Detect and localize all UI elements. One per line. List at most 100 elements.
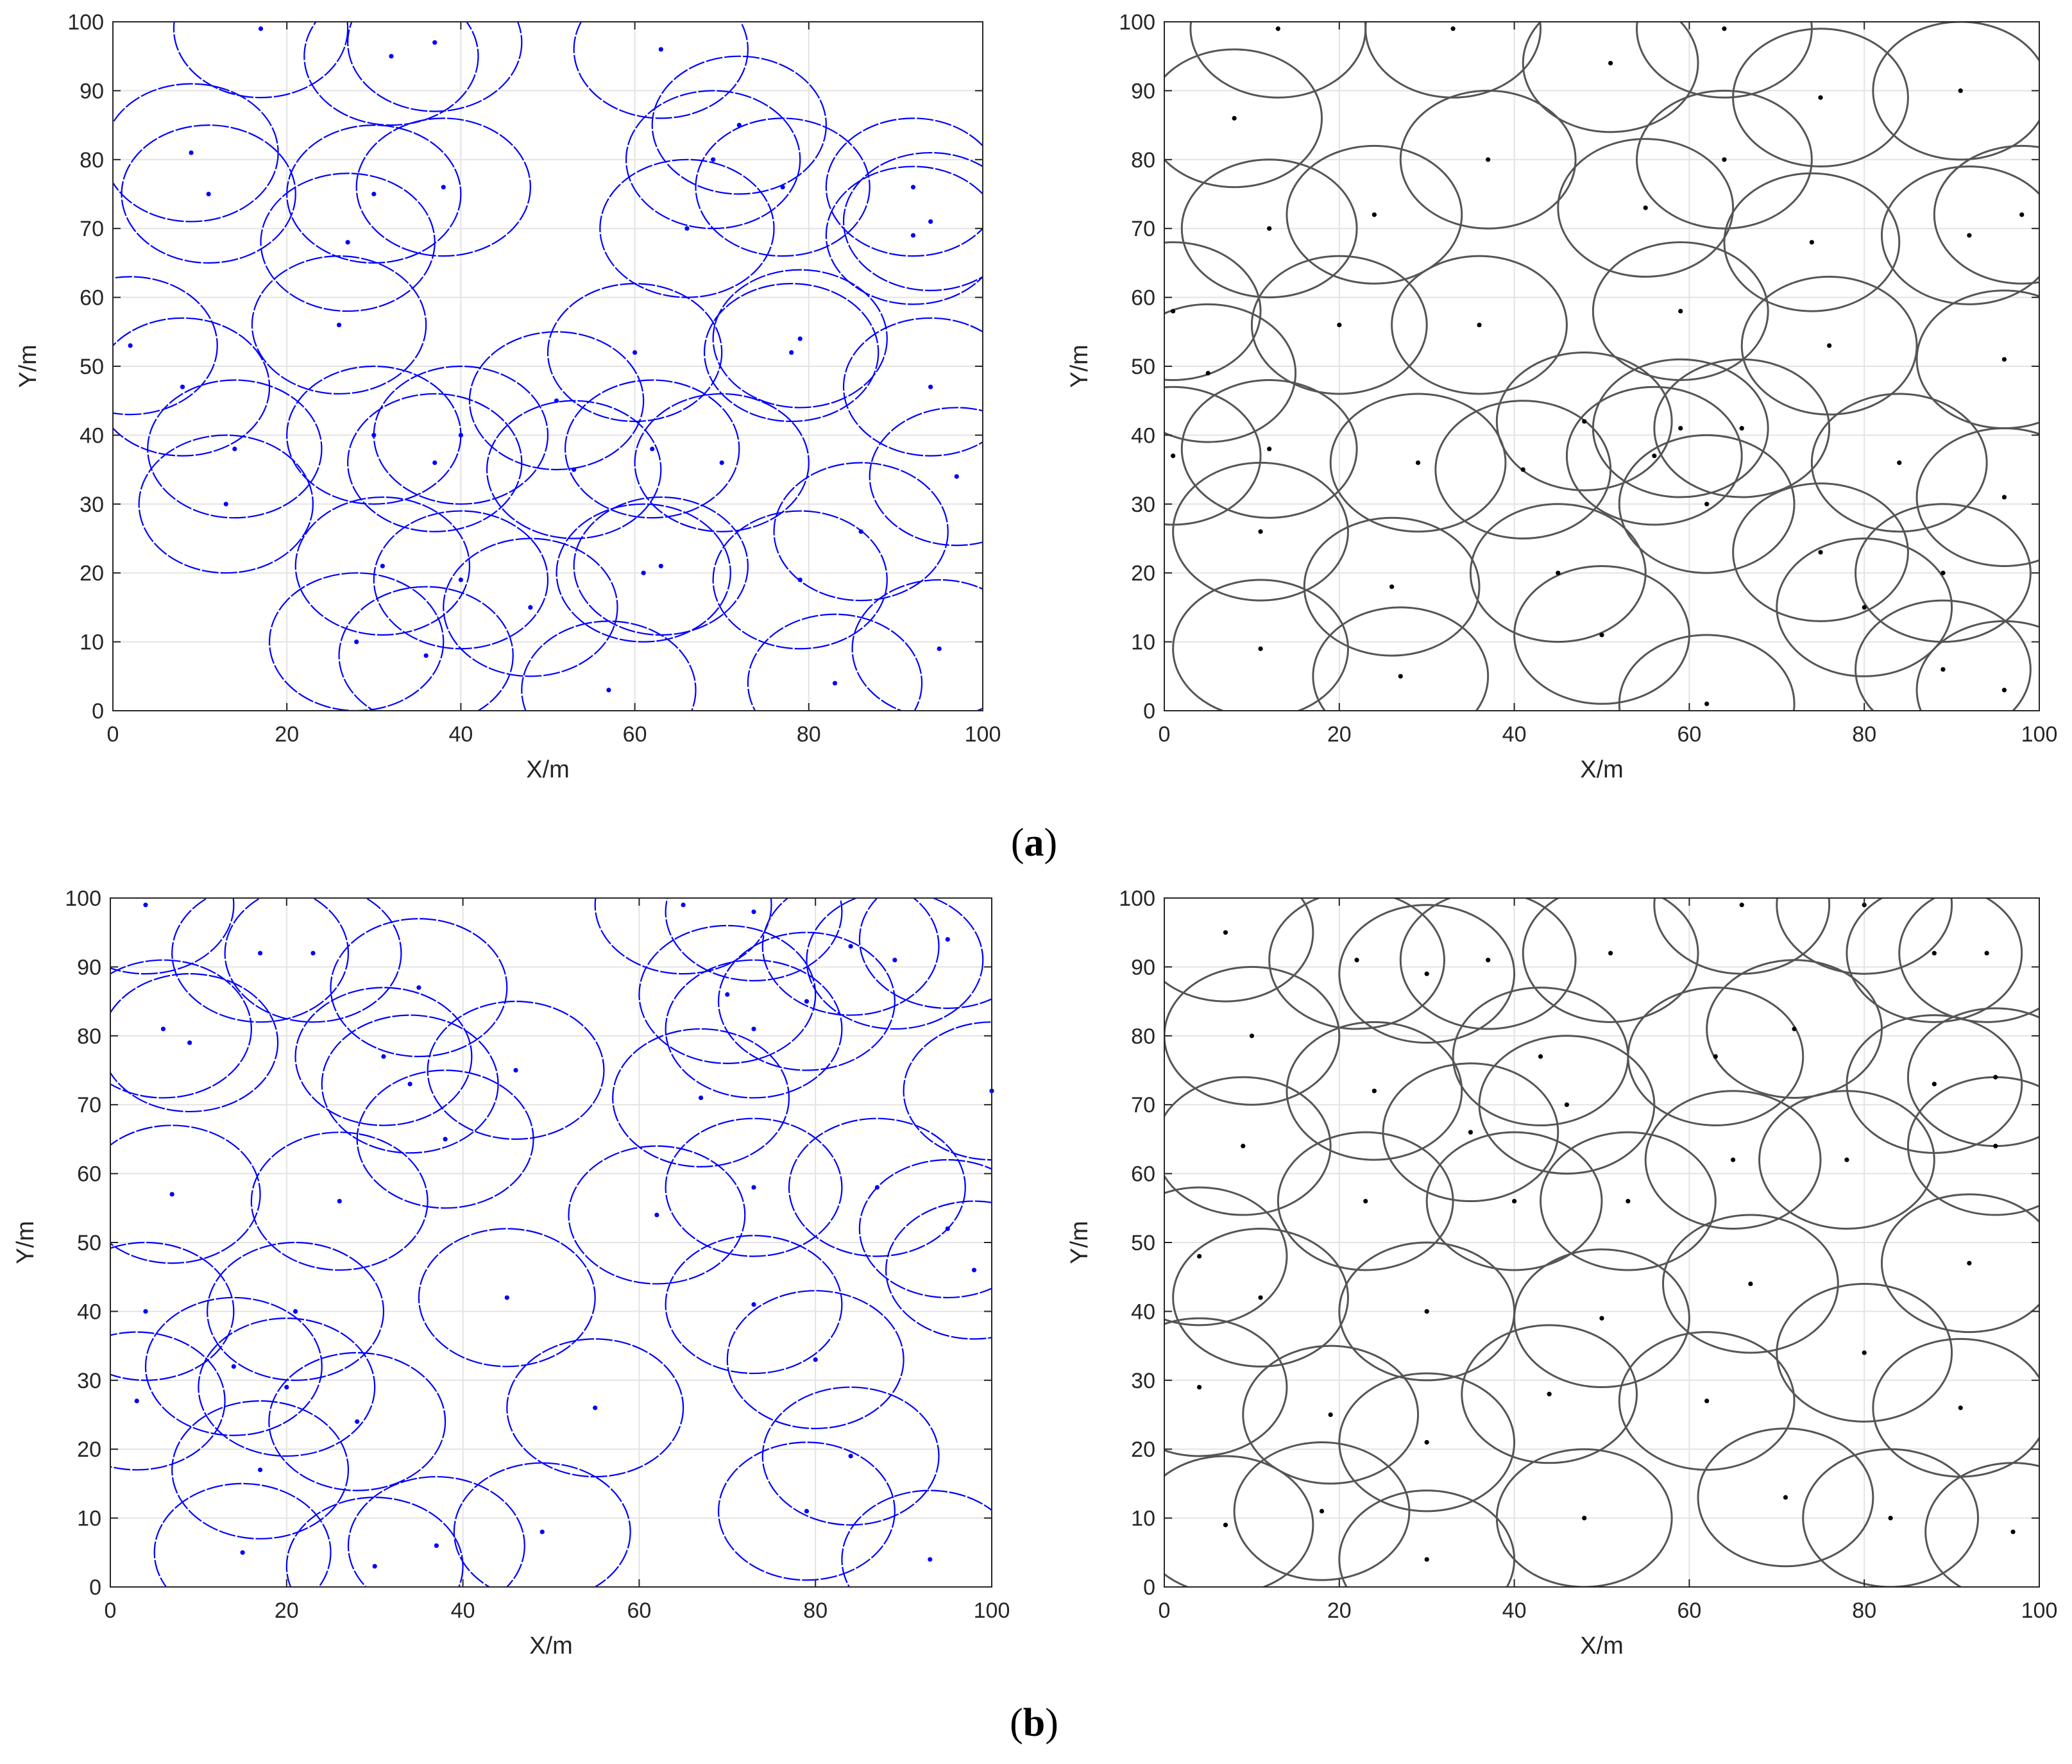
y-axis-label: Y/m bbox=[12, 1221, 39, 1264]
coverage-circle bbox=[869, 407, 983, 547]
coverage-circle bbox=[1592, 358, 1769, 498]
coverage-circle bbox=[418, 1228, 596, 1368]
coverage-circle bbox=[1399, 898, 1577, 1030]
y-tick-label: 80 bbox=[1131, 148, 1155, 173]
coverage-circle bbox=[506, 1338, 684, 1478]
y-tick-label: 100 bbox=[65, 886, 101, 911]
coverage-circle bbox=[355, 117, 531, 257]
coverage-circle bbox=[1164, 303, 1297, 443]
coverage-circle bbox=[1172, 461, 1349, 602]
sensor-node-point bbox=[1862, 605, 1867, 610]
x-axis-label: X/m bbox=[526, 756, 570, 783]
coverage-circle bbox=[1382, 1062, 1559, 1203]
coverage-circle bbox=[1636, 89, 1813, 230]
y-tick-label: 80 bbox=[77, 1024, 101, 1049]
coverage-circle bbox=[153, 1482, 332, 1587]
sensor-node-point bbox=[1704, 701, 1710, 706]
coverage-circle bbox=[1898, 898, 2039, 1023]
sensor-node-point bbox=[345, 240, 350, 245]
x-tick-label: 100 bbox=[974, 1599, 1010, 1623]
y-tick-label: 60 bbox=[1131, 1162, 1155, 1187]
sensor-node-point bbox=[572, 467, 577, 472]
coverage-circle bbox=[110, 959, 252, 1099]
sensor-node-point bbox=[1371, 1089, 1377, 1094]
coverage-circle bbox=[453, 1462, 631, 1587]
sensor-node-point bbox=[1967, 1260, 1972, 1266]
sensor-node-point bbox=[1993, 1144, 1998, 1149]
sensor-node-point bbox=[336, 322, 342, 328]
y-tick-label: 70 bbox=[1131, 217, 1155, 241]
x-tick-label: 40 bbox=[1502, 1599, 1527, 1623]
y-tick-label: 100 bbox=[1119, 10, 1155, 35]
sensor-node-point bbox=[804, 999, 810, 1004]
coverage-circle bbox=[1268, 898, 1445, 1030]
sensor-node-point bbox=[1354, 958, 1359, 963]
sensor-node-point bbox=[354, 640, 359, 645]
sensor-node-point bbox=[128, 343, 133, 348]
caption-b: (b) bbox=[1010, 1701, 1058, 1745]
sensor-node-point bbox=[458, 577, 464, 582]
coverage-circle bbox=[294, 496, 471, 636]
coverage-circle bbox=[113, 83, 279, 223]
caption-b-letter: b bbox=[1023, 1701, 1045, 1745]
y-tick-label: 100 bbox=[1119, 886, 1155, 911]
coverage-circle bbox=[486, 400, 662, 539]
sensor-node-point bbox=[751, 1185, 756, 1190]
sensor-node-point bbox=[945, 1226, 950, 1232]
coverage-layer bbox=[110, 898, 992, 1587]
sensor-node-point bbox=[1731, 1157, 1736, 1162]
sensor-node-point bbox=[892, 958, 897, 963]
sensor-node-point bbox=[1809, 240, 1814, 245]
y-tick-label: 60 bbox=[77, 1162, 101, 1187]
coverage-circle bbox=[1277, 1131, 1454, 1271]
sensor-node-point bbox=[1196, 1384, 1202, 1390]
sensor-node-point bbox=[858, 529, 863, 534]
coverage-circle bbox=[521, 620, 697, 711]
coverage-circle bbox=[665, 959, 843, 1099]
sensor-node-point bbox=[1538, 1054, 1543, 1059]
sensor-node-point bbox=[134, 1398, 139, 1404]
coverage-circle bbox=[286, 124, 462, 264]
coverage-circle bbox=[1172, 579, 1349, 711]
sensor-node-point bbox=[372, 1564, 377, 1569]
coverage-circle bbox=[1469, 503, 1647, 643]
sensor-node-point bbox=[1196, 1253, 1202, 1259]
sensor-node-point bbox=[937, 646, 942, 651]
sensor-node-point bbox=[1932, 951, 1937, 956]
sensor-node-point bbox=[381, 1054, 386, 1059]
sensor-node-point bbox=[2019, 212, 2025, 217]
coverage-circle bbox=[1732, 482, 1909, 622]
coverage-circle bbox=[285, 1497, 464, 1587]
sensor-node-point bbox=[2001, 688, 2007, 693]
sensor-node-point bbox=[751, 1302, 756, 1307]
sensor-node-point bbox=[1205, 371, 1210, 376]
y-tick-label: 0 bbox=[92, 699, 104, 724]
coverage-circle bbox=[885, 1200, 992, 1340]
coverage-circle bbox=[147, 379, 323, 519]
sensor-node-point bbox=[928, 219, 933, 225]
coverage-circle bbox=[1338, 904, 1516, 1044]
sensor-node-point bbox=[380, 563, 385, 569]
coverage-circle bbox=[1242, 1344, 1420, 1485]
y-tick-label: 20 bbox=[77, 1437, 101, 1462]
y-tick-label: 50 bbox=[77, 1231, 101, 1255]
coverage-circle bbox=[110, 1124, 261, 1264]
coverage-circle bbox=[573, 22, 749, 119]
coverage-circle bbox=[173, 22, 349, 99]
sensor-node-point bbox=[1371, 212, 1377, 217]
coverage-circle bbox=[113, 317, 271, 457]
sensor-node-point bbox=[1424, 971, 1429, 976]
coverage-circle bbox=[1233, 1441, 1411, 1581]
sensor-node-point bbox=[1608, 60, 1613, 66]
coverage-circle bbox=[1565, 386, 1743, 526]
sensor-node-point bbox=[1258, 646, 1263, 651]
coverage-circle bbox=[1164, 1317, 1288, 1457]
coverage-circle bbox=[788, 1117, 966, 1257]
sensor-node-point bbox=[284, 1384, 289, 1390]
sensor-node-point bbox=[1643, 205, 1648, 210]
coverage-circle bbox=[121, 124, 296, 264]
coverage-circle bbox=[207, 1241, 385, 1381]
y-tick-label: 30 bbox=[1131, 493, 1155, 517]
coverage-circle bbox=[347, 1476, 525, 1587]
y-tick-label: 90 bbox=[1131, 79, 1155, 103]
